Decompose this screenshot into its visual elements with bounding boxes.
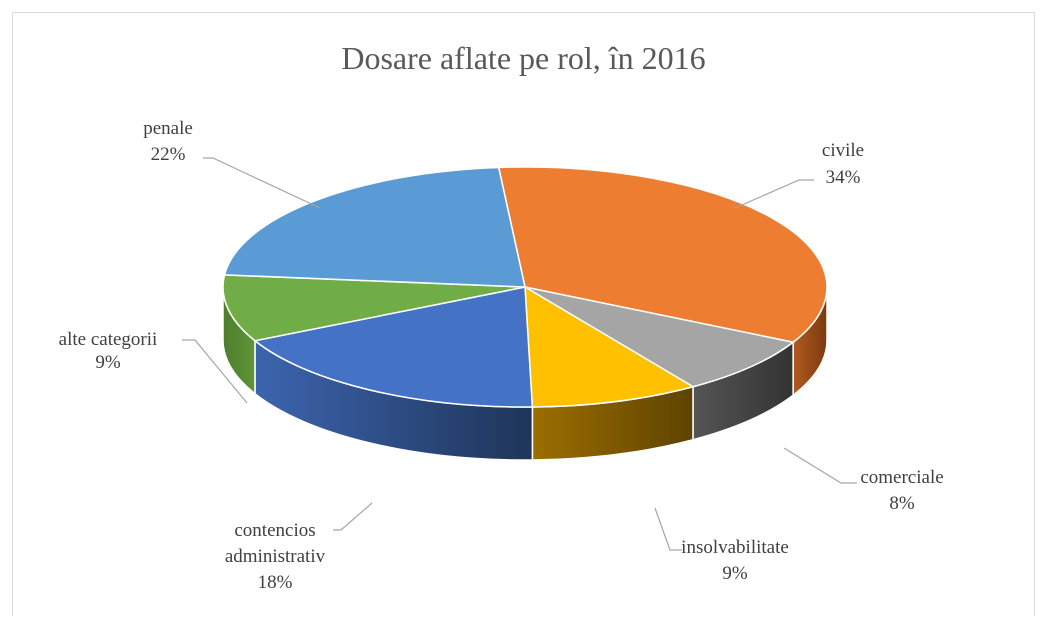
data-label-category: contencios	[234, 520, 315, 541]
data-label-category: civile	[822, 140, 864, 161]
leader-line	[783, 447, 857, 484]
leader-line	[182, 339, 248, 404]
slice-penale[interactable]	[223, 166, 526, 288]
slice-contencios-administrativ[interactable]	[253, 286, 534, 408]
leader-lines	[182, 157, 857, 551]
pie-slices	[222, 166, 828, 408]
data-label-value: 8%	[889, 493, 915, 514]
data-label-category: insolvabilitate	[681, 537, 789, 558]
data-labels: civile 34% comerciale 8% insolvabilitate 9% co…	[59, 118, 944, 593]
data-label-value: 22%	[151, 144, 186, 165]
data-label-value: 9%	[722, 563, 748, 584]
data-label-category: administrativ	[225, 546, 326, 567]
leader-line	[333, 502, 373, 531]
chart-title: Dosare aflate pe rol, în 2016	[341, 40, 706, 76]
data-label-value: 18%	[258, 572, 293, 593]
slice-insolvabilitate[interactable]	[524, 285, 695, 408]
leader-line	[654, 507, 682, 551]
data-label-value: 34%	[826, 167, 861, 188]
data-label-value: 9%	[95, 352, 121, 373]
leader-line	[203, 157, 321, 209]
data-label-category: penale	[143, 118, 193, 139]
slice-comerciale[interactable]	[524, 286, 795, 388]
data-label-category: alte categorii	[59, 329, 158, 350]
slice-alte-categorii[interactable]	[222, 274, 526, 342]
leader-line	[734, 179, 814, 209]
data-label-category: comerciale	[860, 467, 943, 488]
